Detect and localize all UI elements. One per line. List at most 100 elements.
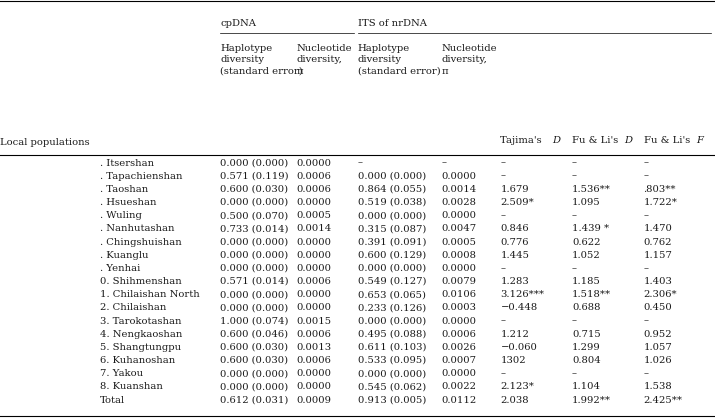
Text: 0.233 (0.126): 0.233 (0.126) [358, 303, 425, 312]
Text: –: – [644, 172, 649, 181]
Text: 0.0000: 0.0000 [297, 251, 332, 260]
Text: 0.864 (0.055): 0.864 (0.055) [358, 185, 425, 194]
Text: –: – [500, 211, 506, 220]
Text: . Wuling: . Wuling [100, 211, 142, 220]
Text: 0.000 (0.000): 0.000 (0.000) [358, 369, 425, 378]
Text: F: F [696, 136, 703, 145]
Text: 1.439 *: 1.439 * [572, 224, 609, 233]
Text: –: – [644, 211, 649, 220]
Text: 0.000 (0.000): 0.000 (0.000) [220, 290, 288, 299]
Text: 0.000 (0.000): 0.000 (0.000) [220, 198, 288, 207]
Text: 0.0006: 0.0006 [442, 330, 477, 339]
Text: 0.500 (0.070): 0.500 (0.070) [220, 211, 288, 220]
Text: 2.425**: 2.425** [644, 395, 683, 405]
Text: 0.545 (0.062): 0.545 (0.062) [358, 382, 425, 391]
Text: 0.600 (0.030): 0.600 (0.030) [220, 356, 288, 365]
Text: 0.0008: 0.0008 [442, 251, 477, 260]
Text: 4. Nengkaoshan: 4. Nengkaoshan [100, 330, 182, 339]
Text: 0.0000: 0.0000 [297, 369, 332, 378]
Text: 1.057: 1.057 [644, 343, 672, 352]
Text: .803**: .803** [644, 185, 676, 194]
Text: 0.0000: 0.0000 [442, 211, 477, 220]
Text: 0. Shihmenshan: 0. Shihmenshan [100, 277, 182, 286]
Text: –: – [500, 264, 506, 273]
Text: 0.000 (0.000): 0.000 (0.000) [220, 264, 288, 273]
Text: 1.470: 1.470 [644, 224, 672, 233]
Text: 0.0000: 0.0000 [442, 316, 477, 326]
Text: 0.0014: 0.0014 [297, 224, 332, 233]
Text: 0.0003: 0.0003 [442, 303, 477, 312]
Text: Nucleotide
diversity,
π: Nucleotide diversity, π [442, 44, 498, 76]
Text: –: – [442, 158, 447, 168]
Text: 0.688: 0.688 [572, 303, 601, 312]
Text: Local populations: Local populations [0, 138, 89, 147]
Text: 0.0000: 0.0000 [442, 172, 477, 181]
Text: cpDNA: cpDNA [220, 19, 256, 28]
Text: 0.952: 0.952 [644, 330, 672, 339]
Text: 0.000 (0.000): 0.000 (0.000) [220, 382, 288, 391]
Text: 0.804: 0.804 [572, 356, 601, 365]
Text: 2.509*: 2.509* [500, 198, 534, 207]
Text: 0.0000: 0.0000 [297, 264, 332, 273]
Text: 0.0006: 0.0006 [297, 277, 332, 286]
Text: 0.0006: 0.0006 [297, 185, 332, 194]
Text: Total: Total [100, 395, 125, 405]
Text: 0.0006: 0.0006 [297, 356, 332, 365]
Text: . Yenhai: . Yenhai [100, 264, 140, 273]
Text: . Kuanglu: . Kuanglu [100, 251, 149, 260]
Text: 0.0006: 0.0006 [297, 330, 332, 339]
Text: –: – [572, 172, 577, 181]
Text: –: – [572, 316, 577, 326]
Text: 0.762: 0.762 [644, 237, 672, 247]
Text: . Nanhutashan: . Nanhutashan [100, 224, 174, 233]
Text: 0.0000: 0.0000 [297, 158, 332, 168]
Text: 1.722*: 1.722* [644, 198, 677, 207]
Text: 0.391 (0.091): 0.391 (0.091) [358, 237, 426, 247]
Text: 1.536**: 1.536** [572, 185, 611, 194]
Text: 0.000 (0.000): 0.000 (0.000) [220, 369, 288, 378]
Text: 0.0028: 0.0028 [442, 198, 477, 207]
Text: 1.403: 1.403 [644, 277, 672, 286]
Text: 0.450: 0.450 [644, 303, 672, 312]
Text: 3. Tarokotashan: 3. Tarokotashan [100, 316, 182, 326]
Text: 0.622: 0.622 [572, 237, 601, 247]
Text: 0.571 (0.014): 0.571 (0.014) [220, 277, 289, 286]
Text: 0.0006: 0.0006 [297, 172, 332, 181]
Text: 0.0000: 0.0000 [442, 369, 477, 378]
Text: Haplotype
diversity
(standard error): Haplotype diversity (standard error) [358, 44, 440, 76]
Text: 0.315 (0.087): 0.315 (0.087) [358, 224, 426, 233]
Text: 0.0112: 0.0112 [442, 395, 477, 405]
Text: . Itsershan: . Itsershan [100, 158, 154, 168]
Text: 5. Shangtungpu: 5. Shangtungpu [100, 343, 181, 352]
Text: 1.095: 1.095 [572, 198, 601, 207]
Text: –: – [500, 158, 506, 168]
Text: 0.0014: 0.0014 [442, 185, 477, 194]
Text: 1.992**: 1.992** [572, 395, 611, 405]
Text: 1.104: 1.104 [572, 382, 601, 391]
Text: 0.0005: 0.0005 [297, 211, 332, 220]
Text: 0.715: 0.715 [572, 330, 601, 339]
Text: 2.306*: 2.306* [644, 290, 677, 299]
Text: 1.518**: 1.518** [572, 290, 611, 299]
Text: 0.0000: 0.0000 [297, 303, 332, 312]
Text: 0.0000: 0.0000 [297, 290, 332, 299]
Text: –: – [500, 369, 506, 378]
Text: 0.600 (0.129): 0.600 (0.129) [358, 251, 425, 260]
Text: 0.846: 0.846 [500, 224, 529, 233]
Text: –: – [572, 211, 577, 220]
Text: 0.913 (0.005): 0.913 (0.005) [358, 395, 426, 405]
Text: 1.679: 1.679 [500, 185, 529, 194]
Text: 0.0079: 0.0079 [442, 277, 477, 286]
Text: 0.571 (0.119): 0.571 (0.119) [220, 172, 289, 181]
Text: 7. Yakou: 7. Yakou [100, 369, 143, 378]
Text: 1. Chilaishan North: 1. Chilaishan North [100, 290, 200, 299]
Text: 0.533 (0.095): 0.533 (0.095) [358, 356, 425, 365]
Text: 0.600 (0.046): 0.600 (0.046) [220, 330, 288, 339]
Text: 0.600 (0.030): 0.600 (0.030) [220, 343, 288, 352]
Text: 1.283: 1.283 [500, 277, 529, 286]
Text: 1.026: 1.026 [644, 356, 672, 365]
Text: 0.600 (0.030): 0.600 (0.030) [220, 185, 288, 194]
Text: –: – [644, 316, 649, 326]
Text: . Taoshan: . Taoshan [100, 185, 148, 194]
Text: Fu & Li's: Fu & Li's [572, 136, 621, 145]
